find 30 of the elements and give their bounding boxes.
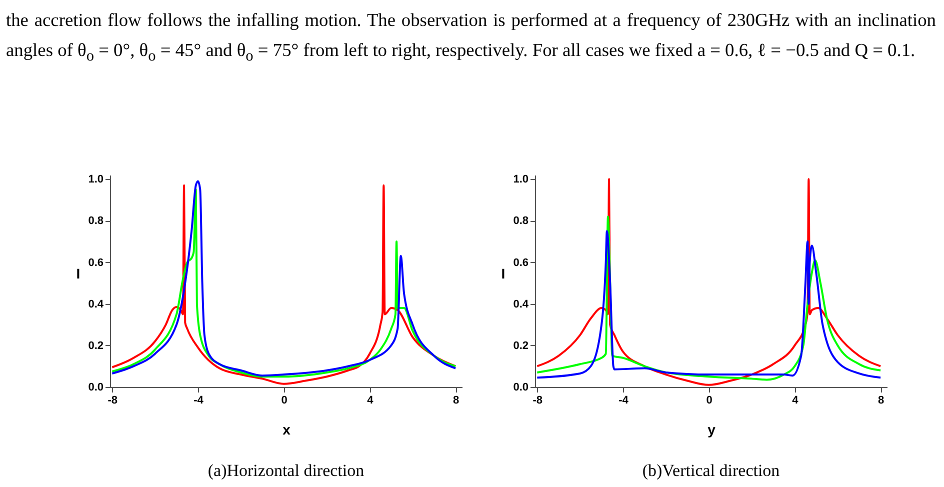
x-tick-label: 0 xyxy=(706,394,712,406)
x-tick-label: 0 xyxy=(281,394,288,406)
text: (a)Horizontal direction xyxy=(208,461,365,480)
y-tick-label: 0.0 xyxy=(88,382,104,394)
text: the accretion flow follows the infalling motion. The observation is performed at a frequency of 230GHz with an inclination angles of θ$_{o}$ = 0°, θ$_{o}$ = 45° and θ$_{o}$ = 75° from left to right, respectively. For all cases we fixed a = 0.6, ℓ = −0.5 and Q = 0.1. xyxy=(6,9,936,66)
y-tick-label: 1.0 xyxy=(88,174,104,186)
y-tick-label: 0.0 xyxy=(513,382,528,394)
y-axis-title: I xyxy=(76,266,80,282)
x-tick-label: -4 xyxy=(194,394,204,406)
line-series xyxy=(536,178,882,386)
x-tick-label: 4 xyxy=(367,394,374,406)
x-tick-label: 4 xyxy=(792,394,800,406)
x-tick-label: -8 xyxy=(532,394,543,406)
y-tick-label: 0.2 xyxy=(88,340,104,352)
x-axis-title: x xyxy=(282,422,291,438)
y-tick-label: 0.4 xyxy=(513,298,530,310)
y-tick-label: 0.8 xyxy=(88,215,104,228)
y-tick-label: 1.0 xyxy=(513,174,528,186)
x-tick-label: 8 xyxy=(453,394,460,406)
x-axis-title: y xyxy=(708,422,716,438)
x-tick-label: -4 xyxy=(618,394,630,406)
y-tick-label: 0.6 xyxy=(88,256,104,269)
y-axis-title: I xyxy=(501,266,506,282)
text: (b)Vertical direction xyxy=(642,461,780,480)
x-tick-label: 8 xyxy=(878,394,884,406)
y-tick-label: 0.2 xyxy=(513,340,528,352)
x-tick-label: -8 xyxy=(108,394,118,406)
y-tick-label: 0.6 xyxy=(513,256,528,269)
y-tick-label: 0.8 xyxy=(513,215,528,228)
y-tick-label: 0.4 xyxy=(88,298,104,310)
